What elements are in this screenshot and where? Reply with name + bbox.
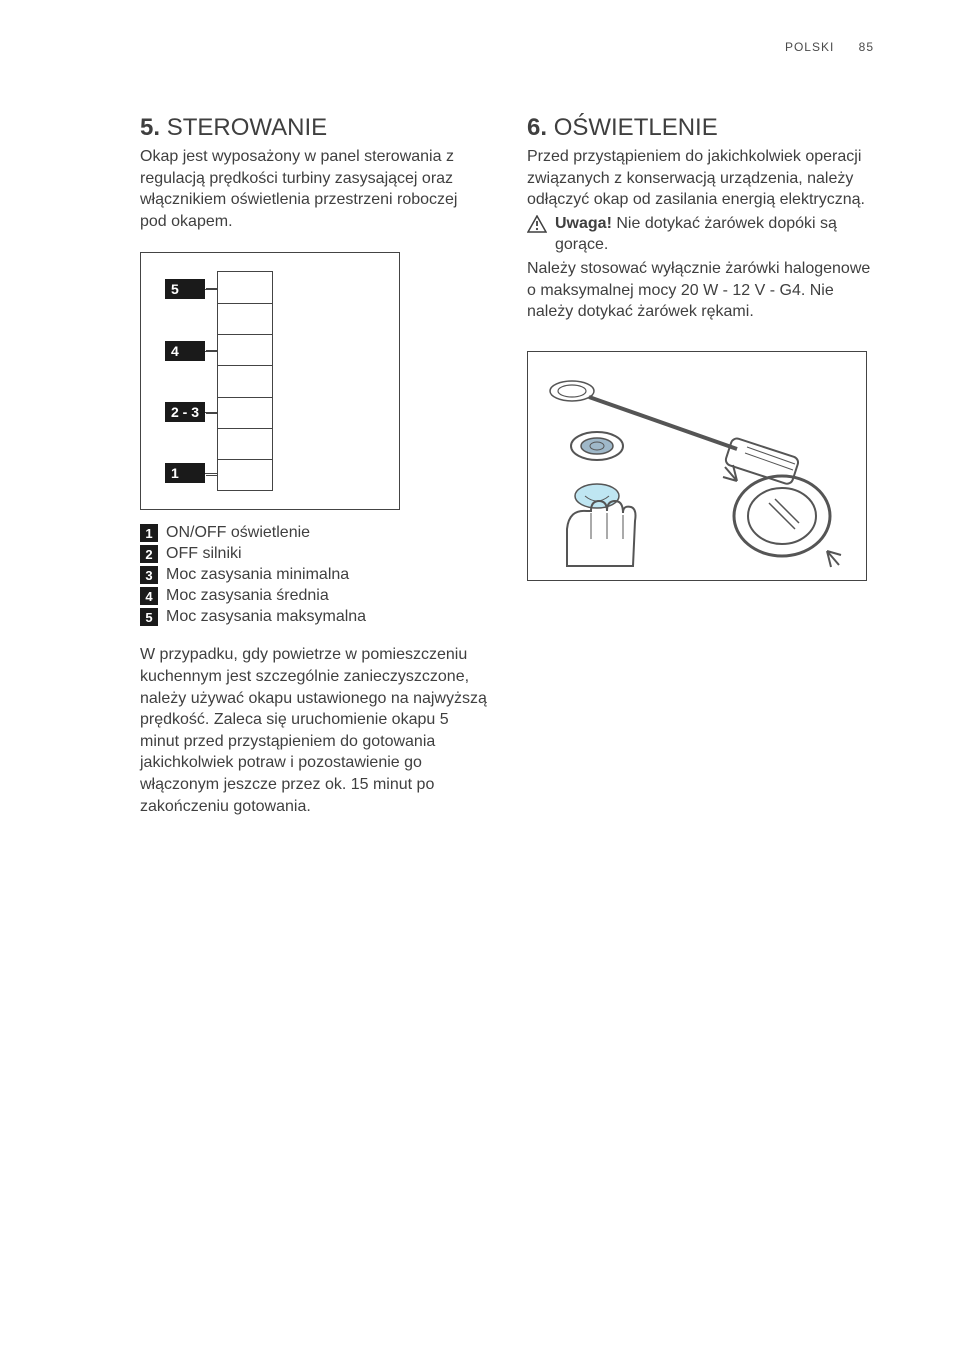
legend-item-3: 3 Moc zasysania minimalna (140, 566, 487, 584)
diagram-label-1: 1 (165, 463, 205, 483)
section-5-title: STEROWANIE (167, 114, 327, 141)
section-6-number: 6. (527, 114, 547, 141)
warning-label: Uwaga! (555, 215, 612, 232)
header-lang: POLSKI (785, 40, 834, 54)
warning-triangle-icon (527, 215, 547, 240)
section-6-intro: Przed przystąpieniem do jakichkolwiek op… (527, 146, 874, 211)
page-header: POLSKI 85 (140, 40, 874, 54)
slider-ladder-icon (217, 271, 273, 491)
legend-badge: 1 (140, 524, 158, 542)
control-legend: 1 ON/OFF oświetlenie 2 OFF silniki 3 Moc… (140, 524, 487, 626)
right-column: 6. OŚWIETLENIE Przed przystąpieniem do j… (527, 114, 874, 817)
legend-text: Moc zasysania maksymalna (166, 608, 366, 626)
legend-item-1: 1 ON/OFF oświetlenie (140, 524, 487, 542)
diagram-label-2-3: 2 - 3 (165, 402, 205, 422)
halogen-bulb-icon (575, 484, 619, 508)
lamp-replacement-illustration (527, 351, 867, 581)
diagram-label-4: 4 (165, 341, 205, 361)
legend-text: Moc zasysania minimalna (166, 566, 349, 584)
legend-badge: 3 (140, 566, 158, 584)
control-panel-diagram: 5 4 2 - 3 1 (140, 252, 400, 510)
legend-item-4: 4 Moc zasysania średnia (140, 587, 487, 605)
legend-badge: 4 (140, 587, 158, 605)
section-6-title: OŚWIETLENIE (554, 114, 718, 141)
legend-badge: 2 (140, 545, 158, 563)
lamp-ring-icon (723, 465, 841, 567)
header-page-number: 85 (859, 40, 874, 54)
legend-item-5: 5 Moc zasysania maksymalna (140, 608, 487, 626)
legend-text: ON/OFF oświetlenie (166, 524, 310, 542)
legend-text: OFF silniki (166, 545, 242, 563)
warning-row: Uwaga! Nie dotykać żarówek dopóki są gor… (527, 213, 874, 256)
lamp-socket-icon (571, 432, 623, 460)
left-column: 5. STEROWANIE Okap jest wyposażony w pan… (140, 114, 487, 817)
legend-item-2: 2 OFF silniki (140, 545, 487, 563)
section-6-heading: 6. OŚWIETLENIE (527, 114, 874, 142)
section-5-number: 5. (140, 114, 160, 141)
diagram-label-5: 5 (165, 279, 205, 299)
legend-text: Moc zasysania średnia (166, 587, 329, 605)
glove-hand-icon (567, 501, 636, 566)
section-5-intro: Okap jest wyposażony w panel sterowania … (140, 146, 487, 232)
warning-text: Uwaga! Nie dotykać żarówek dopóki są gor… (555, 213, 874, 256)
section-5-para2: W przypadku, gdy powietrze w pomieszczen… (140, 644, 487, 817)
legend-badge: 5 (140, 608, 158, 626)
section-6-para2: Należy stosować wyłącznie żarówki haloge… (527, 258, 874, 323)
section-5-heading: 5. STEROWANIE (140, 114, 487, 142)
